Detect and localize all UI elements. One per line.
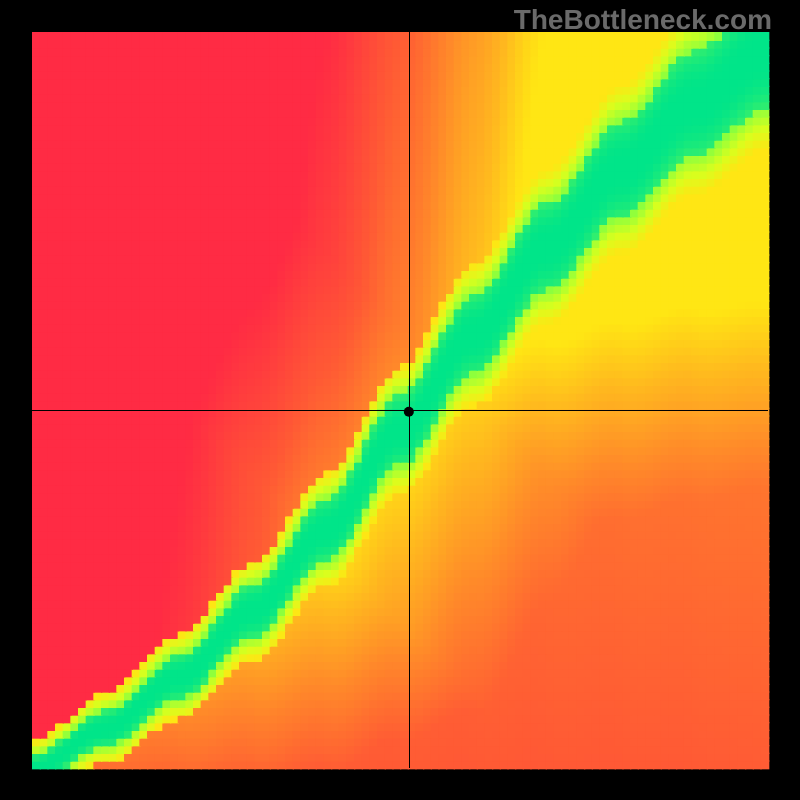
bottleneck-heatmap — [0, 0, 800, 800]
chart-stage: TheBottleneck.com — [0, 0, 800, 800]
